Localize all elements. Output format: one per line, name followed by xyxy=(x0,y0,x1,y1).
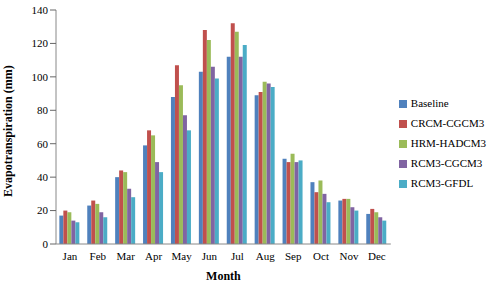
svg-text:40: 40 xyxy=(37,171,49,183)
svg-text:120: 120 xyxy=(32,37,49,49)
svg-text:140: 140 xyxy=(32,4,49,16)
svg-text:Nov: Nov xyxy=(339,250,358,262)
svg-text:Month: Month xyxy=(206,269,241,283)
html-text:RCM3-CGCM3: RCM3-CGCM3 xyxy=(410,157,483,169)
svg-text:Aug: Aug xyxy=(256,250,275,262)
html-text:RCM3-GFDL: RCM3-GFDL xyxy=(410,177,474,189)
html-text:HRM-HADCM3: HRM-HADCM3 xyxy=(410,137,486,149)
svg-text:Jun: Jun xyxy=(202,250,218,262)
svg-text:80: 80 xyxy=(37,104,49,116)
svg-text:Apr: Apr xyxy=(145,250,162,262)
svg-text:Oct: Oct xyxy=(313,250,329,262)
svg-text:60: 60 xyxy=(37,138,49,150)
svg-text:Jul: Jul xyxy=(231,250,244,262)
svg-text:May: May xyxy=(171,250,192,262)
svg-text:Dec: Dec xyxy=(368,250,386,262)
svg-text:Sep: Sep xyxy=(285,250,302,262)
svg-text:Jan: Jan xyxy=(63,250,78,262)
svg-text:20: 20 xyxy=(37,204,49,216)
html-text:Baseline: Baseline xyxy=(410,97,449,109)
svg-text:100: 100 xyxy=(32,71,49,83)
svg-text:0: 0 xyxy=(43,238,49,250)
svg-text:Mar: Mar xyxy=(117,250,136,262)
svg-text:Feb: Feb xyxy=(90,250,107,262)
svg-text:Evapotranspiration (mm): Evapotranspiration (mm) xyxy=(8,65,15,197)
html-text:CRCM-CGCM3: CRCM-CGCM3 xyxy=(410,117,485,129)
